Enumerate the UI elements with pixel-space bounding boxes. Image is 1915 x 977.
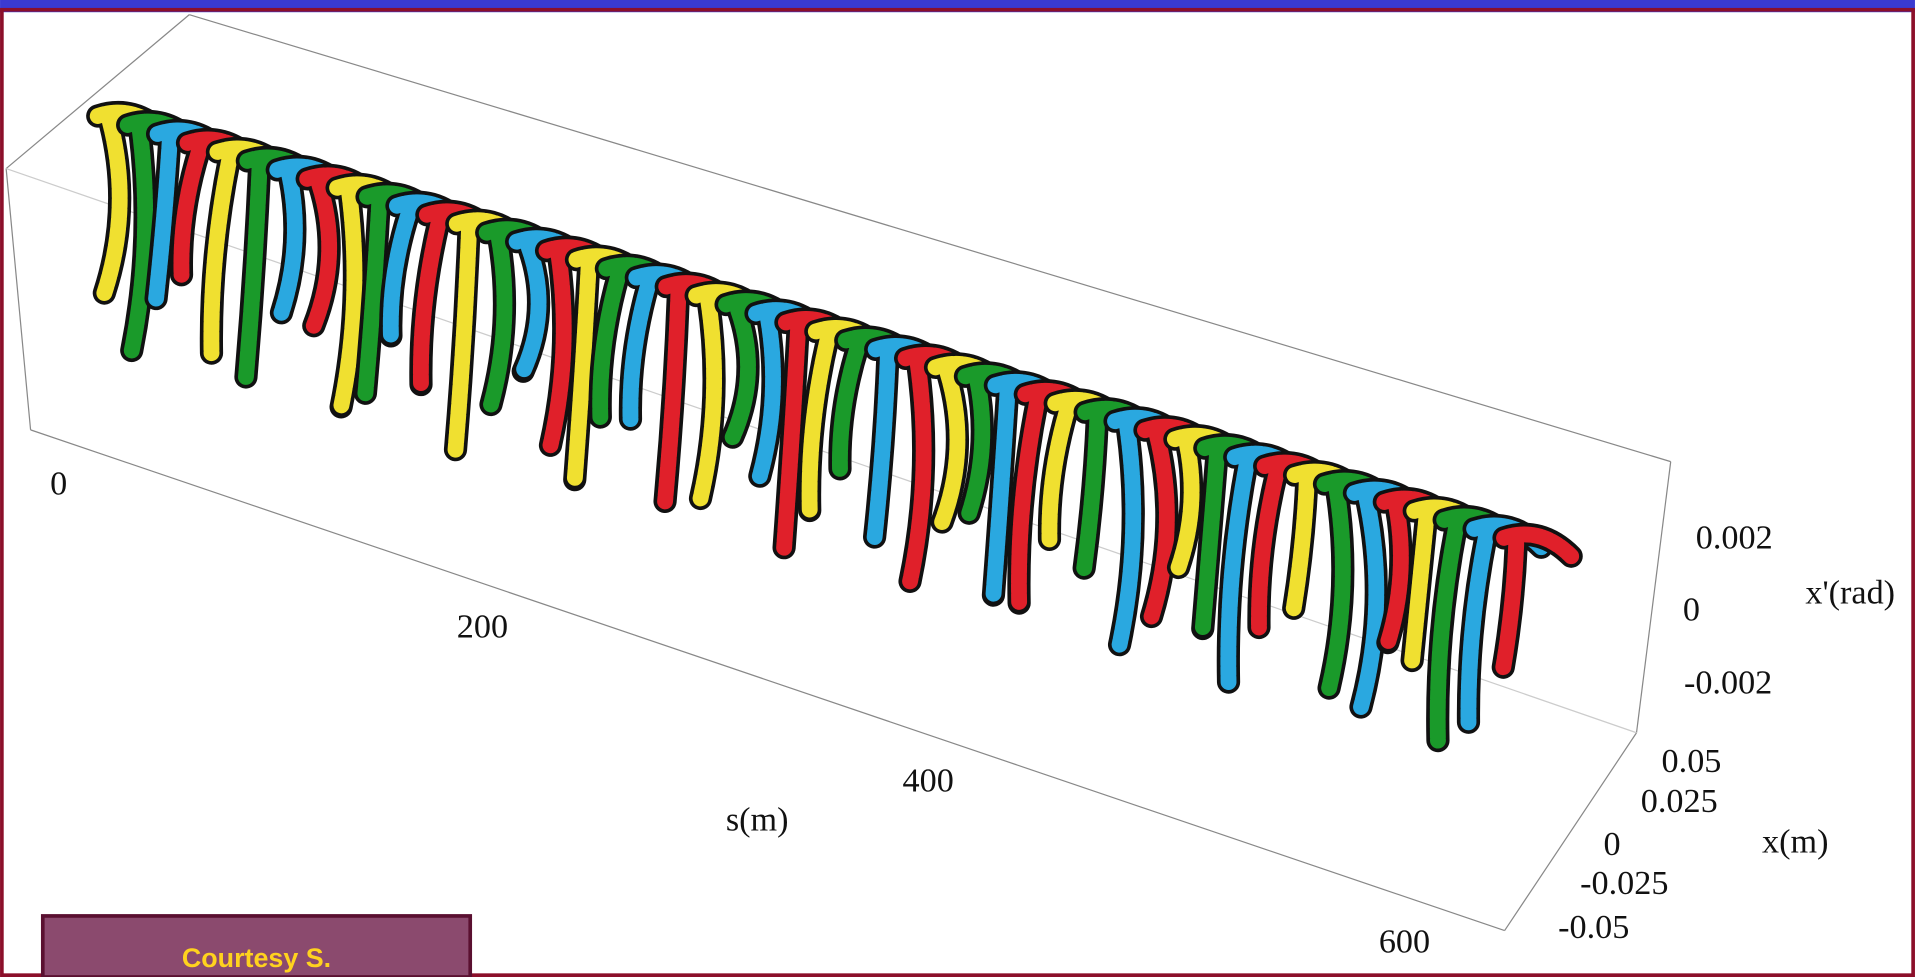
axis-title: s(m) [726,801,789,838]
box-edge [5,168,32,430]
tick-label: -0.025 [1580,865,1668,902]
box-edge [1504,732,1638,931]
tick-label: -0.05 [1558,909,1629,946]
tick-label: 600 [1379,924,1430,961]
box-edge [5,14,190,170]
axis-title: x'(rad) [1805,574,1895,611]
tick-label: 0 [1683,591,1700,628]
tick-label: 200 [457,608,508,645]
tick-label: 0.002 [1696,519,1773,556]
box-edge [189,14,1671,463]
tick-label: 0.025 [1641,783,1718,820]
tick-label: 0.05 [1662,743,1722,780]
tick-label: 0 [1604,826,1621,863]
frame [0,7,1915,977]
tick-label: 0 [50,466,67,503]
box-edge [30,429,1505,932]
trajectories [86,101,1583,753]
tick-label: -0.002 [1684,665,1772,702]
courtesy-box [40,914,473,977]
courtesy-text: Courtesy S. [182,943,331,973]
axis-labels: 02004006000.0020-0.0020.050.0250-0.025-0… [50,466,1895,961]
ribbon [1495,526,1580,676]
tick-label: 400 [903,762,954,799]
axis-title: x(m) [1762,823,1828,860]
box-edge [1635,461,1672,733]
